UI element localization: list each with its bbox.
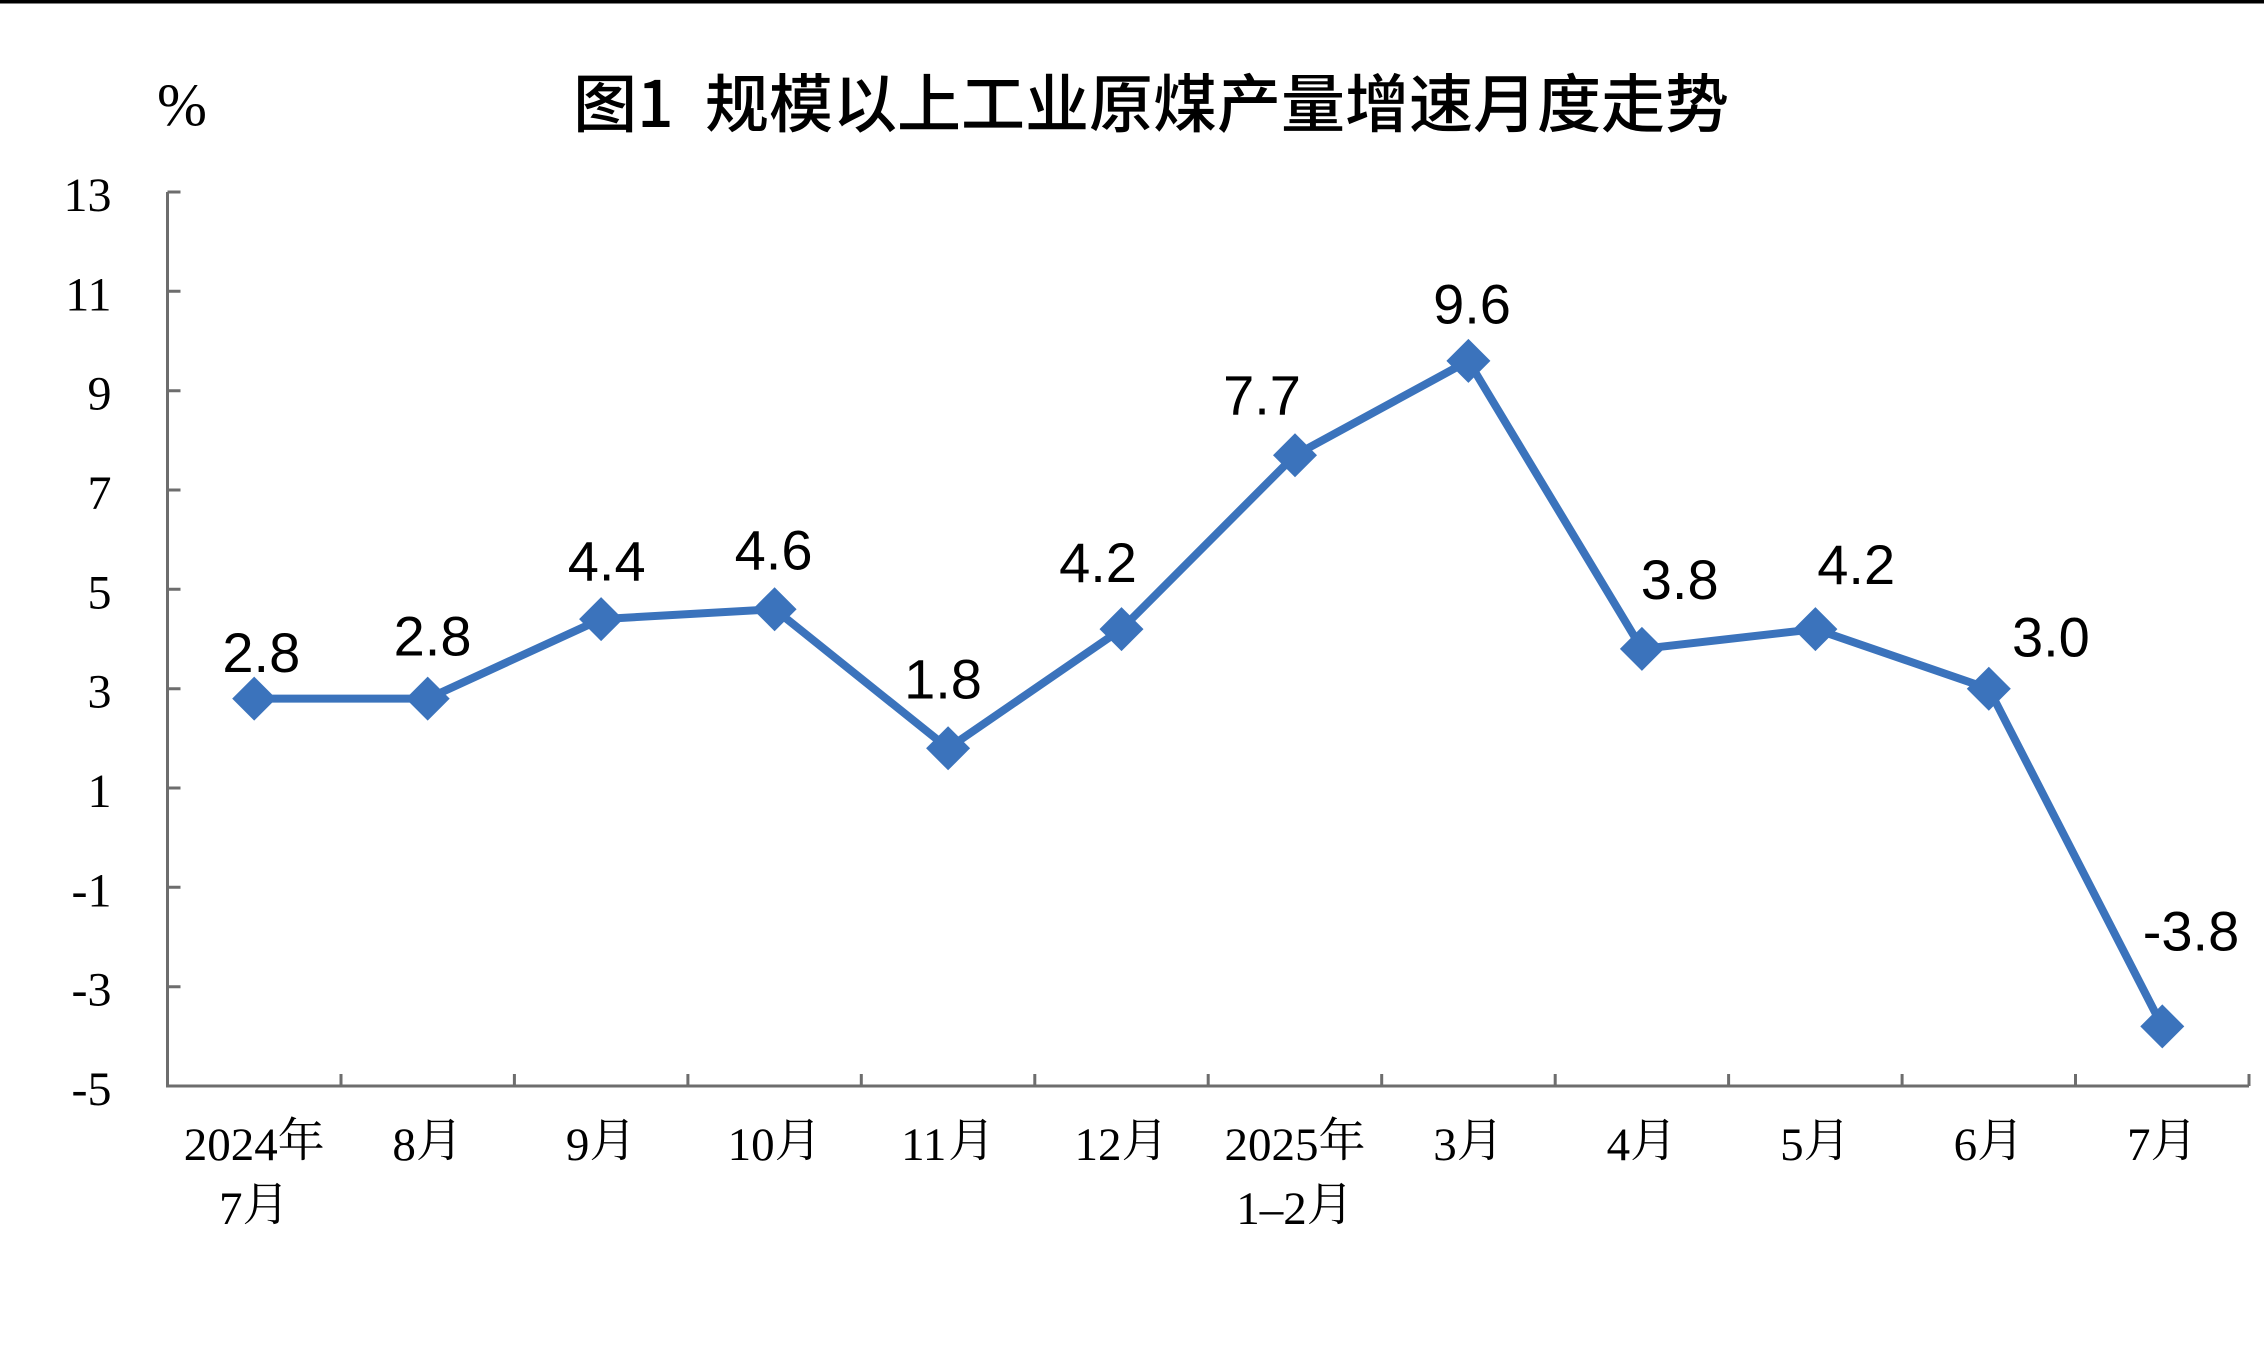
svg-text:7.7: 7.7 [1223,363,1301,426]
svg-text:11: 11 [901,1119,946,1171]
svg-text:8: 8 [392,1119,416,1171]
svg-text:1: 1 [88,765,112,818]
svg-text:2024: 2024 [184,1119,278,1171]
svg-text:%: % [157,72,207,138]
svg-text:2.8: 2.8 [222,621,300,684]
svg-text:9: 9 [566,1119,590,1171]
svg-text:3.8: 3.8 [1641,548,1719,611]
svg-text:11: 11 [65,268,111,321]
svg-text:2025: 2025 [1225,1119,1319,1171]
svg-text:12: 12 [1075,1119,1122,1171]
svg-text:-3: -3 [72,964,112,1017]
svg-text:4.2: 4.2 [1059,531,1137,594]
svg-text:4: 4 [1607,1119,1631,1171]
svg-text:7: 7 [219,1183,243,1235]
svg-text:-1: -1 [72,864,112,917]
svg-text:4.4: 4.4 [568,529,646,592]
svg-text:-3.8: -3.8 [2143,899,2240,962]
svg-text:3.0: 3.0 [2012,606,2090,669]
svg-text:4.2: 4.2 [1817,533,1895,596]
svg-text:7: 7 [88,467,112,520]
svg-text:10: 10 [728,1119,775,1171]
svg-text:3: 3 [1433,1119,1457,1171]
svg-text:9: 9 [88,368,112,421]
svg-text:5: 5 [88,566,112,619]
svg-text:1.8: 1.8 [904,647,982,710]
svg-text:3: 3 [88,666,112,719]
svg-text:9.6: 9.6 [1433,273,1511,336]
svg-text:7: 7 [2127,1119,2151,1171]
svg-text:-5: -5 [72,1063,112,1116]
svg-text:13: 13 [64,169,112,222]
svg-text:1–2: 1–2 [1236,1183,1307,1235]
svg-text:5: 5 [1780,1119,1804,1171]
svg-text:4.6: 4.6 [735,518,813,581]
svg-text:2.8: 2.8 [394,605,472,668]
svg-text:6: 6 [1954,1119,1978,1171]
